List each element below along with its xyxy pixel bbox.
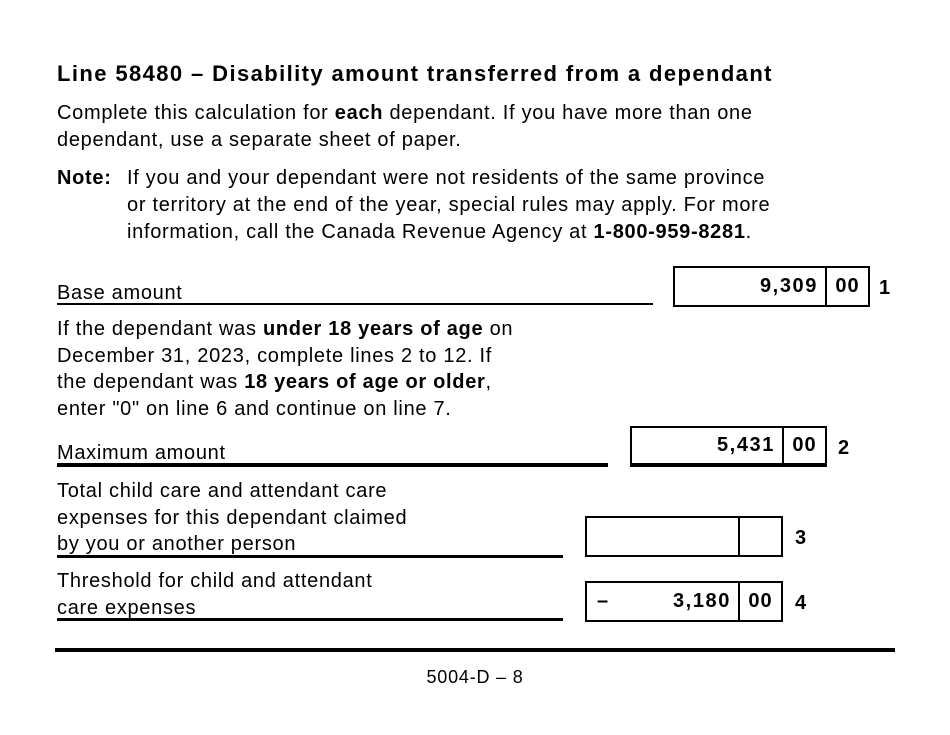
age-line-1: If the dependant was under 18 years of a… xyxy=(57,318,514,340)
childcare-label-line-3: by you or another person xyxy=(57,533,297,555)
childcare-expenses-rule xyxy=(57,555,563,558)
maximum-amount-label: Maximum amount xyxy=(57,442,226,464)
note-paragraph: If you and your dependant were not resid… xyxy=(127,165,770,246)
threshold-amount-cell: – 3,180 xyxy=(587,583,738,620)
maximum-amount-rule xyxy=(57,463,608,467)
under-18-bold: under 18 years of age xyxy=(262,318,484,340)
note-line-3: information, call the Canada Revenue Age… xyxy=(127,221,752,243)
threshold-box: – 3,180 00 xyxy=(585,581,783,622)
intro-line-2: dependant, use a separate sheet of paper… xyxy=(57,129,462,151)
childcare-expenses-label: Total child care and attendant care expe… xyxy=(57,478,407,558)
note-line-1: If you and your dependant were not resid… xyxy=(127,167,766,189)
note-label: Note: xyxy=(57,167,112,189)
base-amount-box: 9,309 00 xyxy=(673,266,870,307)
base-amount-value: 9,309 xyxy=(759,275,818,297)
intro-line-1: Complete this calculation for each depen… xyxy=(57,102,753,124)
maximum-amount-box: 5,431 00 xyxy=(630,426,827,467)
minus-sign: – xyxy=(597,590,610,612)
threshold-amount-value: 3,180 xyxy=(672,590,731,612)
line-number-3: 3 xyxy=(795,527,807,549)
threshold-label: Threshold for child and attendant care e… xyxy=(57,568,373,621)
intro-paragraph: Complete this calculation for each depen… xyxy=(57,100,753,154)
line-number-4: 4 xyxy=(795,592,807,614)
base-amount-dotted-line xyxy=(57,303,653,305)
age-line-3: the dependant was 18 years of age or old… xyxy=(57,371,492,393)
cra-phone-number: 1-800-959-8281 xyxy=(593,221,746,243)
age-instruction-paragraph: If the dependant was under 18 years of a… xyxy=(57,316,513,422)
maximum-amount-value: 5,431 xyxy=(716,434,775,456)
18-or-older-bold: 18 years of age or older xyxy=(244,371,486,393)
footer-divider xyxy=(55,648,895,652)
threshold-rule xyxy=(57,618,563,621)
childcare-label-line-1: Total child care and attendant care xyxy=(57,480,388,502)
page-id-footer: 5004-D – 8 xyxy=(426,667,524,687)
threshold-cents: 00 xyxy=(738,583,781,620)
page-title: Line 58480 – Disability amount transferr… xyxy=(57,61,773,86)
maximum-amount-cents: 00 xyxy=(782,428,825,463)
childcare-expenses-input[interactable] xyxy=(587,518,738,555)
line-number-2: 2 xyxy=(838,437,850,459)
threshold-label-line-2: care expenses xyxy=(57,596,197,619)
base-amount-label: Base amount xyxy=(57,282,183,304)
age-line-4: enter "0" on line 6 and continue on line… xyxy=(57,397,452,420)
childcare-expenses-box xyxy=(585,516,783,557)
threshold-label-line-1: Threshold for child and attendant xyxy=(57,570,373,592)
note-line-2: or territory at the end of the year, spe… xyxy=(127,194,771,216)
base-amount-cents: 00 xyxy=(825,268,868,305)
childcare-label-line-2: expenses for this dependant claimed xyxy=(57,506,408,529)
line-number-1: 1 xyxy=(879,277,891,299)
childcare-expenses-cents-input[interactable] xyxy=(738,518,781,555)
intro-bold-each: each xyxy=(334,102,384,124)
age-line-2: December 31, 2023, complete lines 2 to 1… xyxy=(57,344,493,367)
